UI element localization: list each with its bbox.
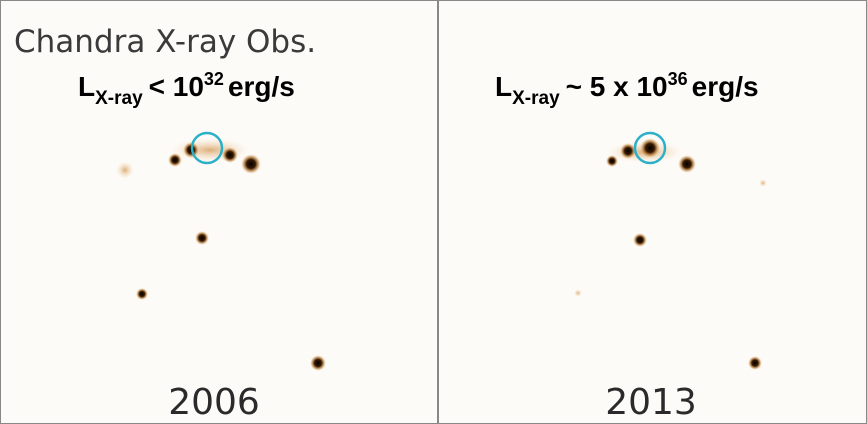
label-sup: 32 [204,69,224,89]
label-relation: ~ 5 x 10 [566,71,668,102]
label-base: L [78,71,95,102]
label-sup: 36 [668,69,688,89]
label-relation: < 10 [149,71,204,102]
label-base: L [495,71,512,102]
page: Chandra X-ray Obs. LX-ray< 1032erg/s LX-… [0,0,867,424]
figure: Chandra X-ray Obs. LX-ray< 1032erg/s LX-… [0,0,867,424]
year: 2006 [168,382,260,423]
label-unit: erg/s [692,71,759,102]
label-sub: X-ray [512,88,560,109]
year: 2013 [605,382,697,423]
panel-2013 [439,1,867,424]
label-sub: X-ray [95,88,143,109]
label-unit: erg/s [228,71,295,102]
caption: Chandra X-ray Obs. [14,24,316,60]
panel-2006 [1,1,438,424]
